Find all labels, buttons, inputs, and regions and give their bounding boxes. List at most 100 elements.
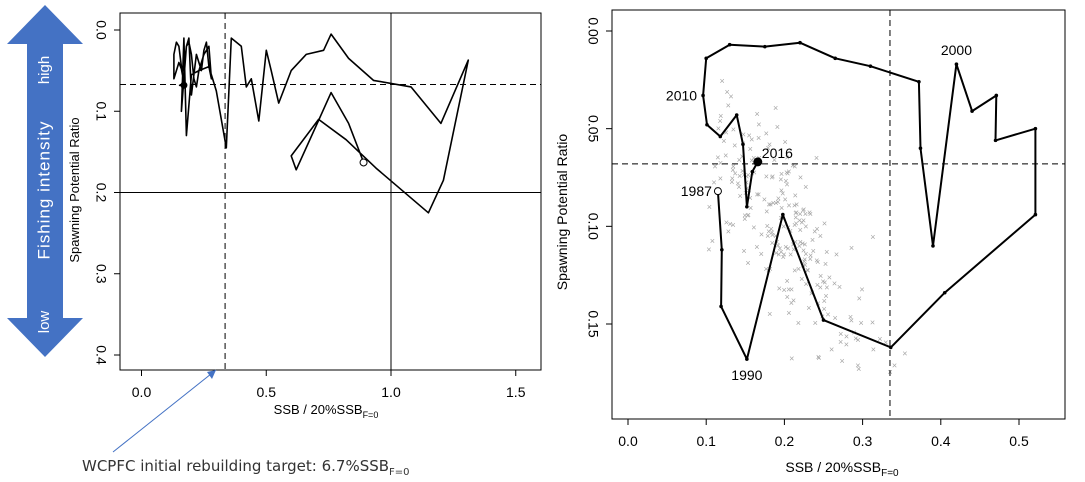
background-marker: ×	[814, 256, 819, 266]
background-marker: ×	[801, 245, 806, 255]
background-marker: ×	[814, 153, 819, 163]
y-tick-label: 0.05	[585, 115, 601, 142]
background-marker: ×	[818, 271, 823, 281]
background-marker: ×	[789, 284, 794, 294]
background-marker: ×	[818, 231, 823, 241]
background-marker: ×	[765, 221, 770, 231]
right-y-axis-title: Spawning Potential Ratio	[554, 134, 570, 291]
background-marker: ×	[771, 198, 776, 208]
right-x-axis-title-main: SSB / 20%SSB	[785, 459, 881, 475]
background-marker: ×	[840, 356, 845, 366]
background-marker: ×	[770, 230, 775, 240]
background-marker: ×	[712, 162, 717, 172]
background-marker: ×	[732, 168, 737, 178]
trajectory-point	[821, 318, 826, 322]
left-x-axis-title-sub: F=0	[363, 410, 379, 420]
background-marker: ×	[798, 173, 803, 183]
left-series	[173, 33, 470, 214]
trajectory-point	[719, 304, 723, 309]
background-marker: ×	[718, 158, 723, 168]
background-marker: ×	[711, 178, 716, 188]
background-marker: ×	[853, 333, 858, 343]
background-marker: ×	[773, 231, 778, 241]
background-marker: ×	[803, 260, 808, 270]
background-marker: ×	[799, 274, 804, 284]
right-chart: ××××××××××××××××××××××××××××××××××××××××…	[554, 9, 1066, 479]
background-marker: ×	[803, 249, 808, 259]
background-marker: ×	[723, 151, 728, 161]
background-marker: ×	[747, 193, 752, 203]
background-marker: ×	[855, 360, 860, 370]
background-marker: ×	[762, 195, 767, 205]
background-marker: ×	[755, 109, 760, 119]
background-marker: ×	[794, 207, 799, 217]
background-marker: ×	[783, 176, 788, 186]
trajectory-point	[763, 44, 767, 49]
trajectory-point	[1033, 212, 1038, 217]
trajectory-point	[705, 122, 709, 127]
x-tick-label: 0.1	[696, 433, 716, 449]
background-marker: ×	[797, 209, 802, 219]
background-marker: ×	[821, 304, 826, 314]
background-marker: ×	[773, 103, 778, 113]
background-marker: ×	[766, 227, 771, 237]
background-marker: ×	[767, 309, 772, 319]
background-marker: ×	[786, 201, 791, 211]
background-marker: ×	[832, 278, 837, 288]
background-marker: ×	[741, 129, 746, 139]
trajectory-point	[798, 40, 802, 45]
y-tick-label: 0.00	[585, 17, 601, 44]
background-marker: ×	[805, 266, 810, 276]
background-marker: ×	[773, 198, 778, 208]
background-marker: ×	[778, 247, 783, 257]
background-marker: ×	[770, 238, 775, 248]
background-marker: ×	[779, 169, 784, 179]
background-marker: ×	[870, 317, 875, 327]
background-marker: ×	[749, 134, 754, 144]
background-marker: ×	[793, 212, 798, 222]
background-marker: ×	[823, 291, 828, 301]
trajectory-point	[970, 109, 974, 113]
background-marker: ×	[764, 172, 769, 182]
background-marker: ×	[742, 211, 747, 221]
x-tick-label: 0.2	[775, 433, 795, 449]
left-y-axis-title: Spawning Potential Ratio	[67, 117, 82, 262]
background-marker: ×	[779, 203, 784, 213]
background-marker: ×	[767, 140, 772, 150]
background-marker: ×	[751, 153, 756, 163]
background-marker: ×	[730, 173, 735, 183]
background-marker: ×	[848, 312, 853, 322]
background-marker: ×	[718, 173, 723, 183]
background-marker: ×	[791, 245, 796, 255]
x-tick-label: 0.3	[853, 433, 873, 449]
trajectory-point	[918, 146, 923, 150]
background-marker: ×	[859, 284, 864, 294]
trajectory-point	[993, 138, 998, 143]
y-tick-label: 0.15	[585, 310, 601, 337]
background-marker: ×	[849, 243, 854, 253]
background-marker: ×	[759, 229, 764, 239]
background-marker: ×	[791, 295, 796, 305]
background-marker: ×	[814, 224, 819, 234]
background-marker: ×	[788, 250, 793, 260]
background-marker: ×	[748, 144, 753, 154]
background-marker: ×	[844, 332, 849, 342]
annotation-pointer-head	[207, 370, 216, 379]
background-marker: ×	[768, 224, 773, 234]
background-marker: ×	[855, 335, 860, 345]
background-marker: ×	[754, 242, 759, 252]
background-marker: ×	[780, 189, 785, 199]
background-marker: ×	[777, 283, 782, 293]
background-marker: ×	[796, 264, 801, 274]
background-marker: ×	[775, 197, 780, 207]
background-marker: ×	[783, 242, 788, 252]
background-marker: ×	[859, 318, 864, 328]
background-marker: ×	[816, 352, 821, 362]
trajectory-point	[741, 142, 745, 147]
background-marker: ×	[793, 208, 798, 218]
background-marker: ×	[802, 256, 807, 266]
background-marker: ×	[782, 285, 787, 295]
background-marker: ×	[786, 284, 791, 294]
background-marker: ×	[790, 239, 795, 249]
trajectory-point	[833, 56, 838, 61]
